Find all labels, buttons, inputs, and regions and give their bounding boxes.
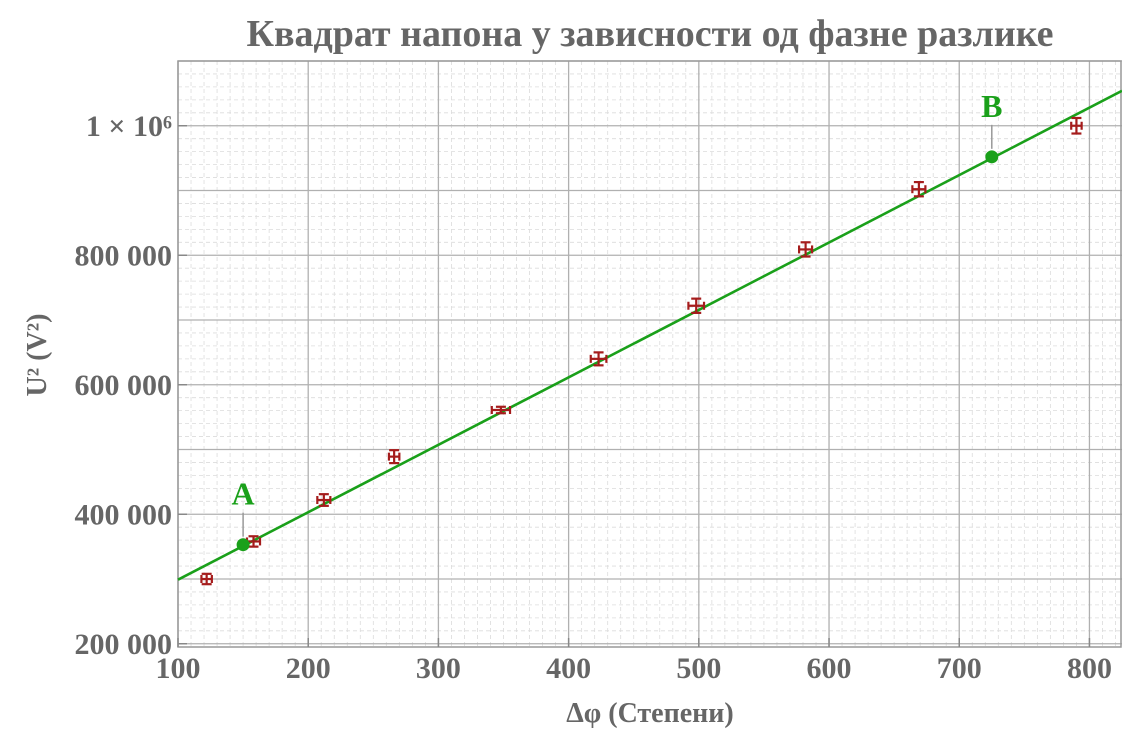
x-tick-label: 300 [416, 652, 461, 685]
grid-minor [178, 61, 1122, 647]
data-point [1070, 116, 1083, 135]
data-points-layer [200, 116, 1083, 586]
x-tick-labels: 100 200 300 400 500 600 700 800 [156, 652, 1112, 685]
grid-major [177, 60, 1122, 647]
y-tick-label: 1 × 10⁶ [86, 110, 172, 143]
data-point [911, 180, 927, 198]
data-point [200, 572, 213, 586]
annotation-label: B [981, 88, 1002, 124]
annotation-point-b: B [981, 88, 1002, 164]
fit-line-layer [177, 89, 1122, 581]
x-tick-label: 100 [156, 652, 201, 685]
x-tick-label: 500 [676, 652, 721, 685]
data-point [797, 241, 814, 258]
data-point [316, 493, 332, 507]
x-tick-label: 800 [1067, 652, 1112, 685]
y-tick-label: 400 000 [75, 498, 173, 531]
x-tick-label: 200 [286, 652, 331, 685]
data-point [490, 405, 512, 415]
x-tick-label: 400 [546, 652, 591, 685]
annotation-layer: AB [232, 88, 1002, 552]
data-point [687, 297, 706, 314]
y-tick-label: 200 000 [75, 628, 173, 661]
annotation-marker [236, 538, 250, 552]
y-tick-labels: 200 000 400 000 600 000 800 000 1 × 10⁶ [75, 110, 173, 661]
y-tick-label: 600 000 [75, 369, 173, 402]
fit-line [177, 89, 1122, 581]
y-axis-label: U² (V²) [22, 314, 53, 397]
annotation-point-a: A [232, 476, 255, 552]
x-tick-label: 600 [807, 652, 852, 685]
x-axis-label: Δφ (Степени) [566, 698, 734, 729]
annotation-label: A [232, 476, 255, 512]
x-axis-ticks [177, 638, 1091, 647]
data-point [589, 351, 608, 367]
chart-title: Квадрат напона у зависности од фазне раз… [246, 13, 1053, 55]
x-tick-label: 700 [937, 652, 982, 685]
annotation-marker [985, 150, 999, 164]
y-tick-label: 800 000 [75, 239, 173, 272]
y-axis-ticks [178, 125, 187, 645]
data-point [387, 449, 401, 465]
plot-frame [177, 60, 1122, 648]
